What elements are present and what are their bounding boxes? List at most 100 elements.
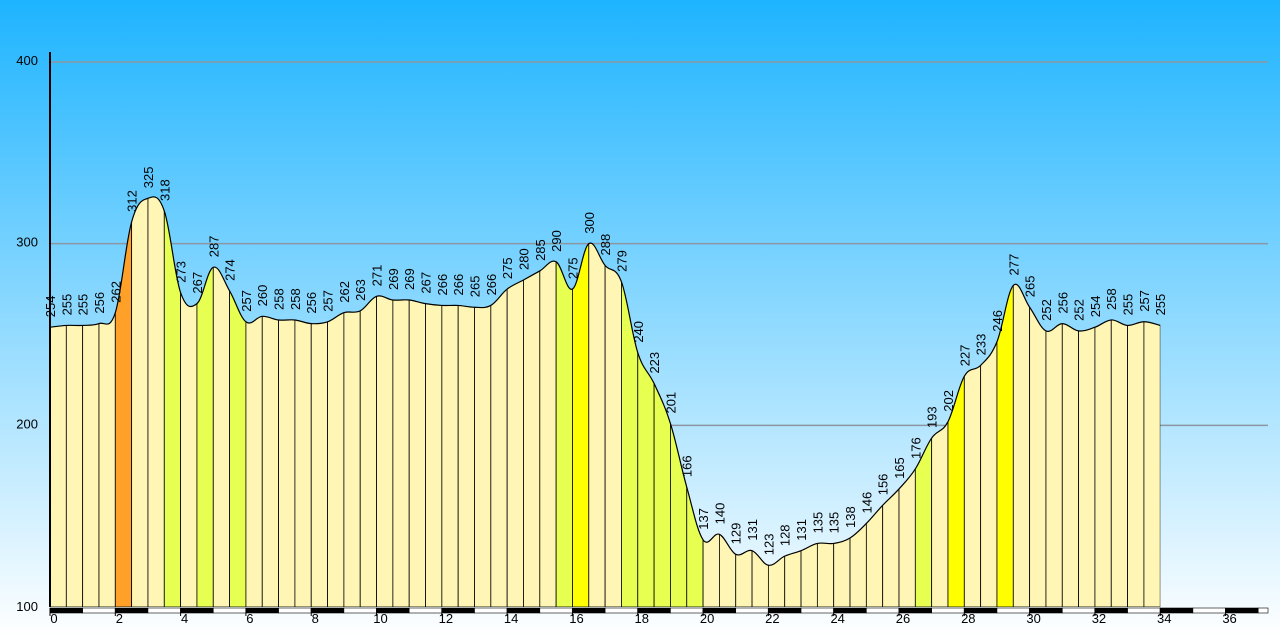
distance-bar-segment bbox=[604, 607, 639, 614]
elevation-label: 312 bbox=[125, 190, 140, 212]
elevation-label: 271 bbox=[370, 265, 385, 287]
elevation-label: 254 bbox=[1088, 296, 1103, 318]
elevation-label: 233 bbox=[974, 334, 989, 356]
distance-bar-segment bbox=[82, 607, 116, 614]
distance-bar-segment bbox=[1257, 607, 1269, 614]
distance-bar-segment bbox=[343, 607, 377, 614]
distance-bar-segment bbox=[1192, 607, 1226, 614]
x-tick-label: 34 bbox=[1157, 611, 1171, 626]
elevation-label: 257 bbox=[321, 290, 336, 312]
elevation-label: 128 bbox=[778, 524, 793, 546]
elevation-label: 325 bbox=[141, 167, 156, 189]
y-tick-label: 300 bbox=[16, 235, 38, 250]
elevation-label: 267 bbox=[190, 272, 205, 294]
elevation-label: 255 bbox=[1153, 294, 1168, 316]
x-tick-label: 16 bbox=[569, 611, 583, 626]
elevation-label: 123 bbox=[761, 534, 776, 556]
elevation-label: 258 bbox=[272, 288, 287, 310]
elevation-line bbox=[49, 196, 1161, 566]
distance-bar-segment bbox=[866, 607, 900, 614]
x-tick-label: 8 bbox=[312, 611, 319, 626]
distance-bar-segment bbox=[278, 607, 312, 614]
elevation-label: 273 bbox=[174, 261, 189, 283]
elevation-label: 176 bbox=[908, 437, 923, 459]
elevation-label: 257 bbox=[239, 290, 254, 312]
x-tick-label: 2 bbox=[116, 611, 123, 626]
elevation-label: 275 bbox=[565, 257, 580, 279]
elevation-label: 240 bbox=[631, 321, 646, 343]
elevation-label: 156 bbox=[876, 474, 891, 496]
distance-bar-segment bbox=[474, 607, 508, 614]
elevation-label: 266 bbox=[484, 274, 499, 296]
elevation-label: 223 bbox=[647, 352, 662, 374]
elevation-label: 193 bbox=[925, 406, 940, 428]
x-tick-label: 20 bbox=[700, 611, 714, 626]
elevation-label: 262 bbox=[337, 281, 352, 303]
elevation-label: 277 bbox=[1006, 254, 1021, 276]
x-tick-label: 0 bbox=[50, 611, 57, 626]
elevation-label: 227 bbox=[957, 345, 972, 367]
elevation-label: 285 bbox=[533, 239, 548, 261]
distance-bar-segment bbox=[212, 607, 247, 614]
elevation-label: 266 bbox=[435, 274, 450, 296]
elevation-label: 263 bbox=[353, 279, 368, 301]
elevation-label: 131 bbox=[745, 519, 760, 541]
elevation-label: 318 bbox=[157, 179, 172, 201]
x-tick-label: 6 bbox=[246, 611, 253, 626]
distance-bar-segment bbox=[1127, 607, 1161, 614]
x-tick-label: 14 bbox=[504, 611, 518, 626]
x-tick-label: 12 bbox=[439, 611, 453, 626]
elevation-label: 269 bbox=[386, 268, 401, 290]
elevation-label: 258 bbox=[288, 288, 303, 310]
elevation-label: 129 bbox=[729, 523, 744, 545]
elevation-label: 146 bbox=[859, 492, 874, 514]
x-tick-label: 30 bbox=[1026, 611, 1040, 626]
elevation-label: 288 bbox=[598, 234, 613, 256]
elevation-label: 265 bbox=[1023, 276, 1038, 298]
elevation-label: 279 bbox=[614, 250, 629, 272]
elevation-label: 255 bbox=[1121, 294, 1136, 316]
elevation-label: 201 bbox=[663, 392, 678, 414]
elevation-label: 287 bbox=[206, 236, 221, 258]
y-tick-label: 400 bbox=[16, 53, 38, 68]
elevation-label: 140 bbox=[712, 503, 727, 525]
distance-bar-segment bbox=[996, 607, 1030, 614]
x-tick-label: 32 bbox=[1092, 611, 1106, 626]
elevation-label: 255 bbox=[59, 294, 74, 316]
distance-bar-segment bbox=[539, 607, 573, 614]
elevation-label: 300 bbox=[582, 212, 597, 234]
elevation-label: 246 bbox=[990, 310, 1005, 332]
elevation-label: 252 bbox=[1072, 299, 1087, 321]
elevation-label: 138 bbox=[843, 506, 858, 528]
x-tick-label: 18 bbox=[635, 611, 649, 626]
distance-bar-segment bbox=[735, 607, 769, 614]
elevation-label: 269 bbox=[402, 268, 417, 290]
elevation-label: 260 bbox=[255, 285, 270, 307]
elevation-label: 275 bbox=[500, 257, 515, 279]
elevation-label: 166 bbox=[680, 455, 695, 477]
x-tick-label: 24 bbox=[830, 611, 844, 626]
elevation-label: 255 bbox=[76, 294, 91, 316]
x-tick-label: 22 bbox=[765, 611, 779, 626]
distance-bar-segment bbox=[800, 607, 834, 614]
x-tick-label: 28 bbox=[961, 611, 975, 626]
x-tick-label: 36 bbox=[1222, 611, 1236, 626]
distance-bar-segment bbox=[670, 607, 704, 614]
distance-bar-segment bbox=[1061, 607, 1096, 614]
elevation-label: 290 bbox=[549, 230, 564, 252]
elevation-label: 267 bbox=[419, 272, 434, 294]
elevation-label: 131 bbox=[794, 519, 809, 541]
elevation-label: 258 bbox=[1104, 288, 1119, 310]
elevation-label: 252 bbox=[1039, 299, 1054, 321]
x-tick-label: 10 bbox=[373, 611, 387, 626]
elevation-label: 256 bbox=[1055, 292, 1070, 314]
elevation-label: 280 bbox=[516, 248, 531, 270]
x-tick-label: 4 bbox=[181, 611, 188, 626]
elevation-label: 265 bbox=[468, 276, 483, 298]
distance-bar-segment bbox=[408, 607, 443, 614]
elevation-label: 254 bbox=[43, 296, 58, 318]
elevation-label: 165 bbox=[892, 457, 907, 479]
